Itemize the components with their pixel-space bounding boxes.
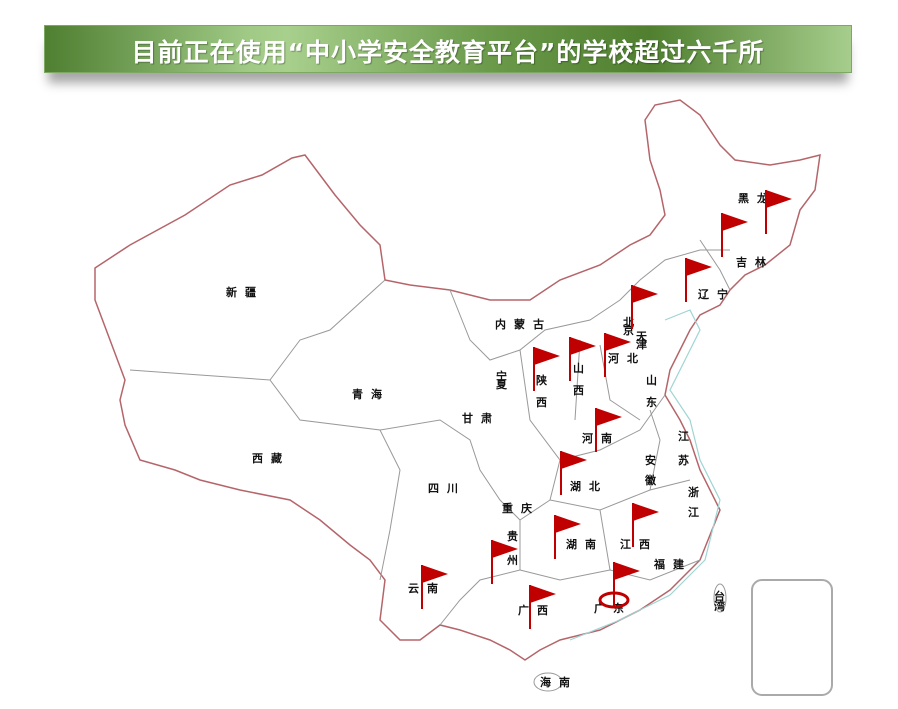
- province-label: 辽宁: [698, 287, 736, 301]
- province-label: 山西: [573, 361, 584, 397]
- province-label: 黑龙: [738, 191, 776, 205]
- province-label: 江西: [620, 537, 658, 551]
- red-flag-icon: [533, 347, 560, 391]
- south-china-sea-inset: [751, 579, 833, 696]
- province-label: 江苏: [678, 429, 689, 467]
- page-title: 目前正在使用“中小学安全教育平台”的学校超过六千所: [131, 38, 765, 67]
- red-flag-icon: [721, 213, 748, 257]
- province-label: 河南: [582, 431, 620, 445]
- title-banner: 目前正在使用“中小学安全教育平台”的学校超过六千所: [44, 25, 852, 73]
- red-flag-icon: [595, 408, 622, 452]
- red-flag-icon: [631, 285, 658, 329]
- province-label: 山东: [646, 373, 657, 409]
- taiwan-island: [713, 583, 727, 613]
- province-label: 重庆: [502, 501, 540, 515]
- red-flag-icon: [421, 565, 448, 609]
- province-label: 西藏: [252, 451, 290, 465]
- province-label: 台湾: [714, 589, 725, 613]
- red-flag-icon: [529, 585, 556, 629]
- coastline: [569, 309, 721, 641]
- province-label: 四川: [428, 482, 466, 495]
- hainan-island: [533, 672, 563, 692]
- province-label: 贵州: [506, 529, 518, 567]
- province-label: 海南: [540, 675, 578, 689]
- province-label: 湖南: [566, 537, 604, 551]
- province-label: 云南: [408, 581, 446, 595]
- country-outline: [94, 99, 821, 661]
- province-label: 河北: [608, 351, 646, 365]
- province-label: 北京: [623, 315, 634, 337]
- province-label: 湖北: [570, 479, 608, 493]
- province-label: 陕西: [536, 373, 547, 409]
- province-label: 青海: [352, 387, 390, 401]
- red-flag-icon: [554, 515, 581, 559]
- province-label: 新疆: [226, 285, 264, 299]
- province-label: 福建: [653, 557, 692, 571]
- province-label: 吉林: [736, 255, 774, 269]
- province-label: 内蒙古: [495, 317, 552, 331]
- province-label: 广西: [518, 603, 556, 617]
- province-label: 浙江: [688, 485, 699, 519]
- red-flag-icon: [685, 258, 712, 302]
- red-flag-icon: [491, 540, 518, 584]
- province-label: 安徽: [644, 453, 657, 487]
- red-flag-icon: [632, 503, 659, 547]
- red-flag-icon: [560, 451, 587, 495]
- red-flag-icon: [765, 190, 792, 234]
- province-borders: [129, 239, 731, 626]
- province-label: 天津: [636, 330, 648, 351]
- province-label: 宁夏: [496, 369, 508, 391]
- red-flag-icon: [604, 333, 631, 377]
- province-label: 甘肃: [462, 411, 500, 425]
- red-flag-icon: [598, 562, 640, 609]
- red-flag-icon: [569, 337, 596, 381]
